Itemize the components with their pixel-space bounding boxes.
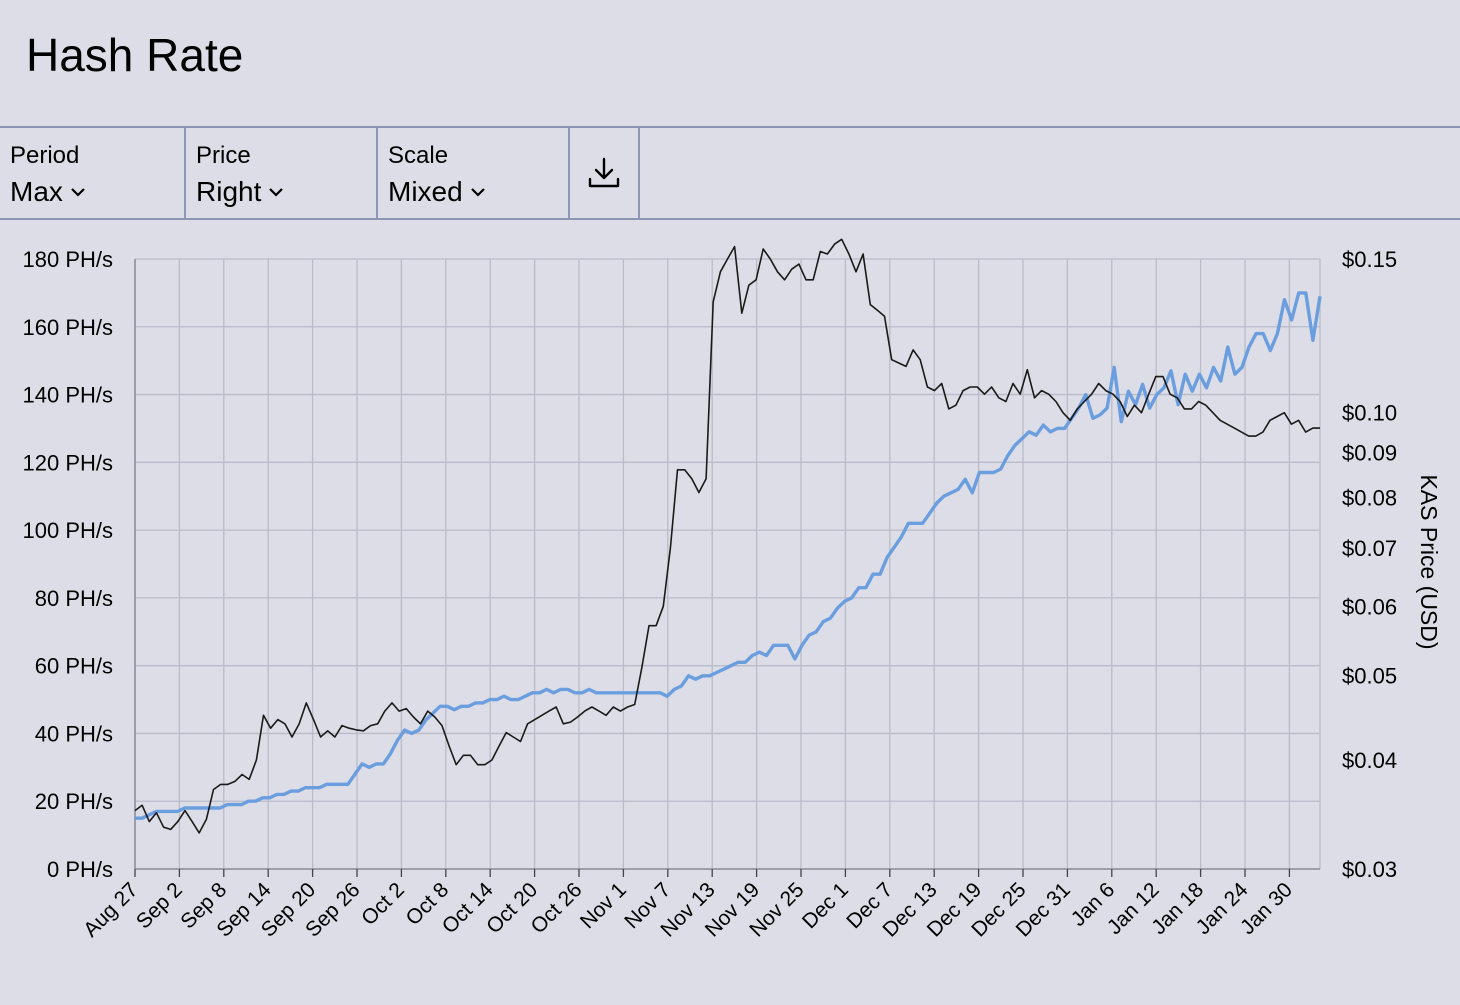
y-left-tick-label: 160 PH/s <box>23 315 114 340</box>
y-right-tick-label: $0.07 <box>1342 536 1397 561</box>
chart-grid <box>134 258 1321 870</box>
y-axis-left: 0 PH/s 20 PH/s 40 PH/s 60 PH/s 80 PH/s 100 PH… <box>23 247 114 882</box>
chevron-down-icon <box>269 188 284 197</box>
scale-value: Mixed <box>388 176 463 207</box>
y-right-tick-label: $0.15 <box>1342 247 1397 272</box>
price-line <box>134 238 1320 834</box>
page-title: Hash Rate <box>26 29 244 81</box>
chart-svg: 0 PH/s 20 PH/s 40 PH/s 60 PH/s 80 PH/s 100 PH… <box>23 238 1442 942</box>
x-tick-label: Aug 27 <box>79 878 142 941</box>
y-left-tick-label: 0 PH/s <box>47 857 113 882</box>
chevron-down-icon <box>71 188 85 197</box>
x-tick-label: Dec 1 <box>798 878 853 933</box>
y-left-tick-label: 140 PH/s <box>23 383 114 408</box>
period-dropdown[interactable]: Period Max <box>0 128 186 218</box>
hash-rate-line <box>135 291 1322 820</box>
x-tick-label: Oct 2 <box>357 878 409 930</box>
y-left-tick-label: 100 PH/s <box>23 518 114 543</box>
y-right-tick-label: $0.08 <box>1342 485 1397 510</box>
chevron-down-icon <box>470 188 485 197</box>
price-value: Right <box>196 176 262 207</box>
x-tick-label: Nov 1 <box>576 878 631 933</box>
y-left-tick-label: 20 PH/s <box>35 789 113 814</box>
y-right-tick-label: $0.10 <box>1342 401 1397 426</box>
scale-dropdown[interactable]: Scale Mixed <box>378 128 570 218</box>
download-button[interactable] <box>570 128 640 218</box>
y-axis-right: $0.15 $0.10 $0.09 $0.08 $0.07 $0.06 $0.05 $0.04… <box>1342 247 1397 882</box>
y-axis-right-label: KAS Price (USD) <box>1416 474 1442 649</box>
price-dropdown[interactable]: Price Right <box>186 128 378 218</box>
y-left-tick-label: 60 PH/s <box>35 654 113 679</box>
chart-toolbar: Period Max Price Right Scale Mixed <box>0 126 1460 220</box>
y-left-tick-label: 40 PH/s <box>35 721 113 746</box>
y-left-tick-label: 80 PH/s <box>35 586 113 611</box>
y-right-tick-label: $0.06 <box>1342 594 1397 619</box>
period-label: Period <box>10 142 80 169</box>
y-left-tick-label: 120 PH/s <box>23 450 114 475</box>
x-tick-label: Oct 26 <box>527 878 587 938</box>
hash-rate-chart: 0 PH/s 20 PH/s 40 PH/s 60 PH/s 80 PH/s 100 PH… <box>0 222 1460 1000</box>
y-left-tick-label: 180 PH/s <box>23 247 114 272</box>
y-right-tick-label: $0.05 <box>1342 663 1397 688</box>
y-right-tick-label: $0.04 <box>1342 748 1397 773</box>
period-value: Max <box>10 176 63 207</box>
download-icon <box>588 157 620 188</box>
y-right-tick-label: $0.03 <box>1342 857 1397 882</box>
x-tick-label: Sep 2 <box>132 878 187 933</box>
scale-label: Scale <box>388 142 449 169</box>
series-lines <box>134 238 1322 834</box>
y-right-tick-label: $0.09 <box>1342 441 1397 466</box>
price-label: Price <box>196 142 251 169</box>
